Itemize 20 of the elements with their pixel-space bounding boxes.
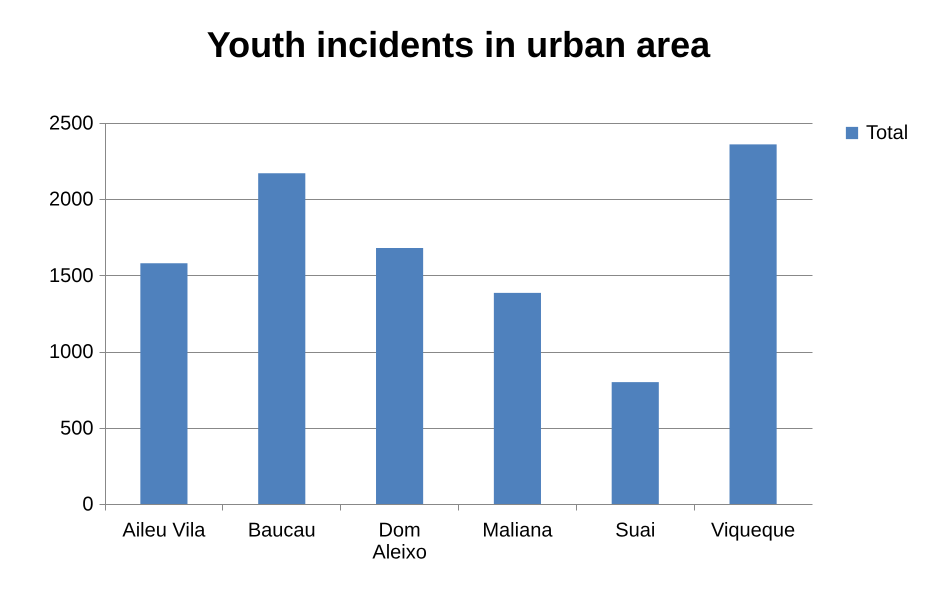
bar	[730, 144, 777, 504]
x-tick-label: Maliana	[482, 520, 554, 542]
y-tick-label: 1500	[49, 264, 94, 287]
x-tick-label: Baucau	[248, 520, 316, 542]
y-tick-label: 500	[60, 417, 94, 440]
y-tick-label: 2500	[49, 112, 94, 134]
x-tick-label: Suai	[615, 520, 656, 542]
y-tick-label: 0	[82, 494, 94, 516]
bar	[376, 248, 424, 504]
bar	[612, 382, 659, 504]
x-tick-label: Dom Aleixo	[372, 520, 427, 564]
x-tick-label: Viqueque	[710, 520, 796, 542]
bar	[258, 173, 306, 504]
bar	[494, 292, 541, 504]
legend-label: Total	[866, 122, 908, 144]
x-tick-label: Aileu Vila	[122, 520, 206, 542]
y-tick-label: 1000	[49, 341, 94, 364]
chart-title: Youth incidents in urban area	[206, 24, 712, 65]
y-tick-label: 2000	[49, 188, 94, 211]
bar	[140, 263, 188, 504]
